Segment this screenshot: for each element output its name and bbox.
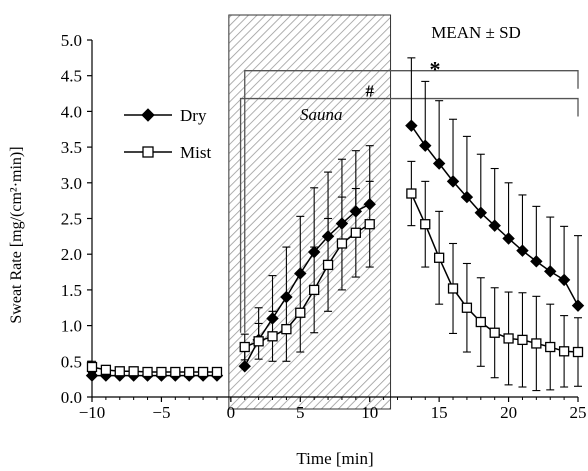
mist-point xyxy=(545,341,556,353)
y-tick-label: 3.5 xyxy=(61,138,82,157)
x-ticks: −10 −5 0 5 10 15 20 25 xyxy=(79,397,587,422)
x-tick-label: −5 xyxy=(152,403,170,422)
mist-point xyxy=(350,227,361,238)
mist-point xyxy=(267,331,278,342)
mist-point xyxy=(572,346,584,358)
y-tick-label: 2.5 xyxy=(61,210,82,229)
y-tick-label: 4.0 xyxy=(61,102,82,121)
mist-point xyxy=(475,316,486,328)
mist-point xyxy=(336,238,348,249)
x-tick-label: 5 xyxy=(296,403,305,422)
mist-point xyxy=(211,366,223,378)
mist-point xyxy=(295,307,306,318)
y-ticks: 0.0 0.5 1.0 1.5 2.0 2.5 3.0 3.5 4.0 4.5 5.0 xyxy=(61,31,92,407)
mist-point xyxy=(433,252,445,263)
mist-point xyxy=(447,283,459,294)
mist-point xyxy=(253,336,264,347)
legend-mist-label: Mist xyxy=(180,143,211,162)
dry-point xyxy=(502,232,515,245)
dry-point xyxy=(474,206,488,219)
y-tick-label: 1.5 xyxy=(61,281,82,300)
mist-point xyxy=(170,366,181,378)
mist-line xyxy=(91,366,217,373)
x-axis-label: Time [min] xyxy=(296,449,373,468)
mist-point xyxy=(142,366,153,378)
mist-point xyxy=(281,324,292,335)
mist-point xyxy=(309,284,320,296)
mist-point xyxy=(322,259,334,271)
y-tick-label: 3.0 xyxy=(61,174,82,193)
dry-point xyxy=(488,219,501,232)
legend: Dry Mist xyxy=(124,106,211,162)
x-tick-label: 25 xyxy=(570,403,587,422)
dry-line xyxy=(244,203,371,367)
mist-point xyxy=(128,366,139,377)
dry-point xyxy=(571,299,585,312)
mist-point xyxy=(531,338,542,349)
dry-point xyxy=(446,175,460,188)
dry-point xyxy=(544,265,557,278)
series-mist xyxy=(86,160,584,392)
y-tick-label: 0.0 xyxy=(61,388,82,407)
significance-star: * xyxy=(429,57,440,82)
mist-point xyxy=(420,219,431,230)
dry-point xyxy=(516,244,529,257)
mist-point xyxy=(100,364,112,376)
mist-point xyxy=(156,366,167,378)
y-tick-label: 4.5 xyxy=(61,67,82,86)
x-tick-label: 20 xyxy=(500,403,517,422)
x-tick-label: 15 xyxy=(431,403,448,422)
dry-point xyxy=(557,273,571,287)
mist-point xyxy=(406,188,417,199)
mist-point xyxy=(184,366,195,378)
mist-point xyxy=(461,302,473,313)
dry-point xyxy=(405,119,418,132)
dry-point xyxy=(530,255,543,268)
y-tick-label: 1.0 xyxy=(61,317,82,336)
mist-point xyxy=(364,219,375,230)
y-tick-label: 0.5 xyxy=(61,352,82,371)
y-axis-label: Sweat Rate [mg/(cm²·min)] xyxy=(8,146,25,323)
series-layer xyxy=(85,57,585,392)
legend-dry-marker xyxy=(141,108,155,122)
mist-point xyxy=(114,366,125,377)
mist-point xyxy=(489,327,500,338)
legend-mist-marker xyxy=(142,146,154,158)
dry-point xyxy=(419,139,432,152)
legend-dry-label: Dry xyxy=(180,106,207,125)
sauna-label: Sauna xyxy=(300,105,343,124)
x-tick-label: 0 xyxy=(227,403,236,422)
x-tick-label: 10 xyxy=(361,403,378,422)
significance-bracket xyxy=(239,97,579,333)
mist-line xyxy=(244,223,371,348)
dry-point xyxy=(432,157,446,170)
mist-point xyxy=(197,366,209,378)
x-tick-label: −10 xyxy=(79,403,106,422)
dry-point xyxy=(238,360,251,373)
mist-point xyxy=(558,346,570,357)
mean-sd-annotation: MEAN ± SD xyxy=(431,23,521,42)
y-tick-label: 5.0 xyxy=(61,31,82,50)
dry-point xyxy=(460,190,474,204)
significance-hash: # xyxy=(365,82,374,101)
mist-point xyxy=(239,341,250,353)
y-tick-label: 2.0 xyxy=(61,245,82,264)
mist-point xyxy=(503,333,514,344)
mist-point xyxy=(86,361,98,373)
mist-point xyxy=(517,334,528,346)
